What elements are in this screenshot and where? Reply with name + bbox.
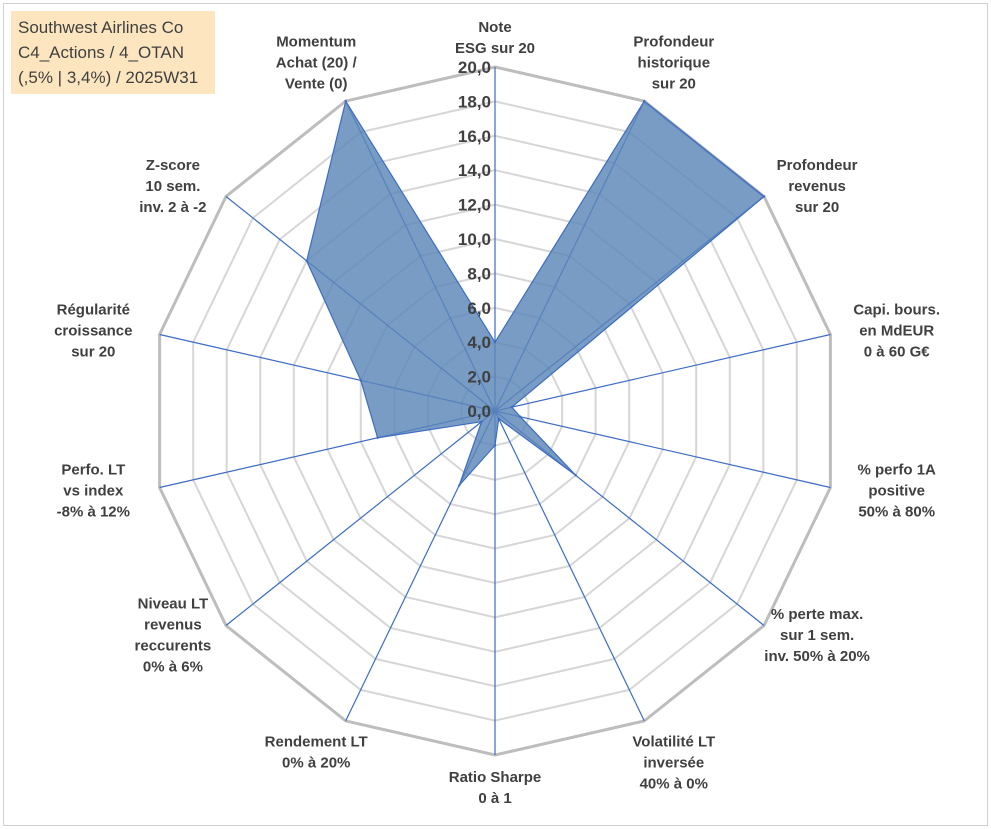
category-label-line: revenus xyxy=(144,617,202,634)
category-label-line: Momentum xyxy=(276,34,356,51)
category-label-line: 50% à 80% xyxy=(858,504,935,521)
category-label: Rendement LT 0% à 20% xyxy=(265,733,368,771)
category-label-line: sur 20 xyxy=(795,199,839,216)
category-label-line: inversée xyxy=(643,754,704,771)
axis-spoke xyxy=(225,410,496,626)
data-point xyxy=(510,406,513,409)
category-label: Ratio Sharpe 0 à 1 xyxy=(449,769,542,807)
category-label-line: Z-score xyxy=(146,157,200,174)
category-label-line: 10 sem. xyxy=(145,178,200,195)
category-label-line: sur 1 sem. xyxy=(780,627,854,644)
category-label: Profondeur revenus sur 20 xyxy=(777,157,858,216)
category-label-line: Perfo. LT xyxy=(61,462,125,479)
category-label-line: 0% à 20% xyxy=(282,754,350,771)
data-point xyxy=(359,379,362,382)
category-label: Perfo. LT vs index -8% à 12% xyxy=(57,462,130,521)
radar-tick-labels: 0,0 2,0 4,0 6,0 8,0 10,0 12,0 14,0 16,0 18,0 20,0 xyxy=(458,58,491,421)
title-line-category: C4_Actions / 4_OTAN xyxy=(18,43,184,62)
category-label-line: inv. 50% à 20% xyxy=(764,648,870,665)
category-label: Capi. bours. en MdEUR 0 à 60 G€ xyxy=(853,301,940,360)
category-label: Note ESG sur 20 xyxy=(455,19,535,57)
data-point xyxy=(643,99,646,103)
category-label-line: Rendement LT xyxy=(265,733,368,750)
axis-spoke xyxy=(494,410,645,722)
category-label-line: Profondeur xyxy=(633,34,714,51)
data-point xyxy=(458,484,461,487)
tick-label: 8,0 xyxy=(467,264,491,283)
tick-label: 0,0 xyxy=(467,402,491,421)
category-label-line: % perte max. xyxy=(771,606,864,623)
tick-label: 20,0 xyxy=(458,58,491,77)
category-label-line: inv. 2 à -2 xyxy=(139,199,206,216)
tick-label: 16,0 xyxy=(458,127,491,146)
category-label: Niveau LT revenus reccurents 0% à 6% xyxy=(135,596,212,676)
data-point xyxy=(305,259,308,263)
category-label-line: 40% à 0% xyxy=(640,775,708,792)
tick-label: 18,0 xyxy=(458,92,491,111)
data-point xyxy=(376,436,379,439)
category-label-line: sur 20 xyxy=(652,76,696,93)
category-label-line: Régularité xyxy=(57,301,130,318)
category-label: Régularité croissance sur 20 xyxy=(54,301,132,360)
category-label: Profondeur historique sur 20 xyxy=(633,34,714,93)
category-label-line: croissance xyxy=(54,322,132,339)
category-label: % perfo 1A positive 50% à 80% xyxy=(858,462,937,521)
category-label-line: 0% à 6% xyxy=(143,659,203,676)
data-point xyxy=(762,195,766,198)
tick-label: 14,0 xyxy=(458,161,491,180)
category-label-line: Profondeur xyxy=(777,157,858,174)
category-label: Volatilité LT inversée 40% à 0% xyxy=(632,733,715,792)
tick-label: 6,0 xyxy=(467,299,491,318)
category-label: Momentum Achat (20) / Vente (0) xyxy=(276,34,358,93)
category-label-line: Volatilité LT xyxy=(632,733,715,750)
axis-spoke xyxy=(494,410,831,489)
category-label-line: revenus xyxy=(788,178,846,195)
data-point xyxy=(493,341,497,344)
category-label: Z-score 10 sem. inv. 2 à -2 xyxy=(139,157,206,216)
data-point xyxy=(344,99,347,103)
category-label-line: sur 20 xyxy=(71,343,115,360)
category-label-line: reccurents xyxy=(135,638,212,655)
category-label-line: 0 à 1 xyxy=(478,790,511,807)
axis-spoke xyxy=(494,333,831,412)
title-line-period: (,5% | 3,4%) / 2025W31 xyxy=(18,68,199,87)
data-point xyxy=(480,420,483,423)
category-label-line: vs index xyxy=(63,483,124,500)
data-point xyxy=(519,415,522,418)
category-label-line: Ratio Sharpe xyxy=(449,769,542,786)
category-label-line: Capi. bours. xyxy=(853,301,940,318)
data-point xyxy=(497,417,500,420)
title-line-company: Southwest Airlines Co xyxy=(18,18,184,37)
category-label-line: Vente (0) xyxy=(285,76,348,93)
data-point xyxy=(493,444,497,447)
category-label-line: Achat (20) / xyxy=(276,55,358,72)
tick-label: 2,0 xyxy=(467,368,491,387)
category-label-line: historique xyxy=(638,55,711,72)
radar-category-labels: Note ESG sur 20 Profondeur historique sur 20… xyxy=(54,19,940,807)
category-label-line: -8% à 12% xyxy=(57,504,130,521)
category-label-line: 0 à 60 G€ xyxy=(864,343,931,360)
category-label-line: Niveau LT xyxy=(138,596,209,613)
category-label-line: Note xyxy=(478,19,511,36)
chart-title-box: Southwest Airlines Co C4_Actions / 4_OTA… xyxy=(11,11,215,94)
data-point xyxy=(574,474,577,477)
category-label-line: ESG sur 20 xyxy=(455,40,535,57)
category-label-line: % perfo 1A xyxy=(858,462,937,479)
category-label: % perte max. sur 1 sem. inv. 50% à 20% xyxy=(764,606,870,665)
radar-series xyxy=(305,99,766,487)
tick-label: 12,0 xyxy=(458,196,491,215)
category-label-line: en MdEUR xyxy=(859,322,934,339)
category-label-line: positive xyxy=(868,483,925,500)
tick-label: 4,0 xyxy=(467,333,491,352)
tick-label: 10,0 xyxy=(458,230,491,249)
